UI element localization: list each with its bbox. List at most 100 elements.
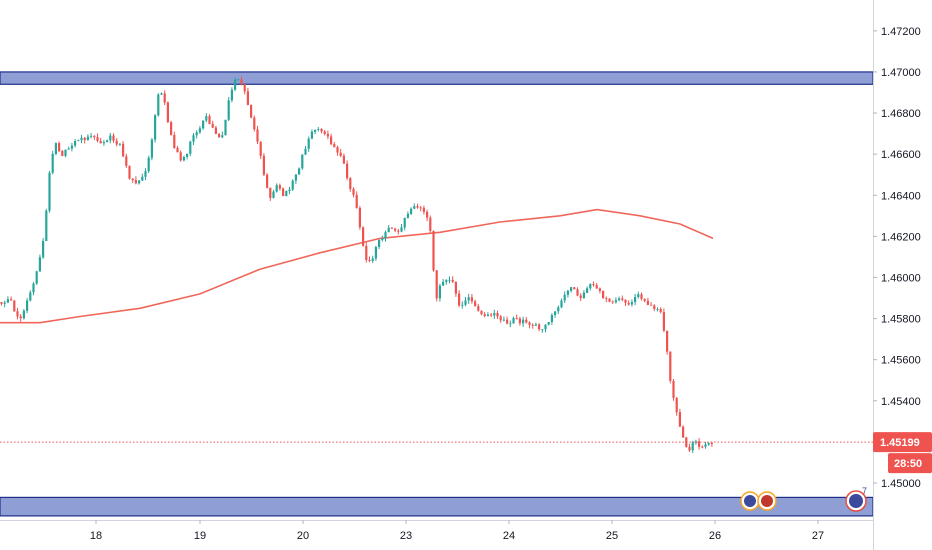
candle <box>666 330 669 355</box>
candle <box>451 276 454 283</box>
price-tick-label: 1.47000 <box>881 67 921 79</box>
candle <box>630 299 633 307</box>
candle <box>640 292 643 301</box>
candle-body <box>221 135 224 138</box>
candle <box>29 290 32 302</box>
candle-body <box>602 291 605 299</box>
candle-body <box>461 304 464 306</box>
candle <box>586 286 589 294</box>
time-tick-label: 20 <box>297 530 309 542</box>
candle <box>202 120 205 130</box>
candle <box>106 139 109 143</box>
candle-body <box>291 180 294 190</box>
candle-body <box>490 314 493 316</box>
candle-body <box>582 292 585 298</box>
candle-body <box>605 298 608 300</box>
candle-body <box>272 191 275 198</box>
candle-body <box>390 227 393 229</box>
candle-body <box>486 314 489 316</box>
candle <box>131 178 134 183</box>
candle-body <box>48 172 51 211</box>
candle <box>694 439 697 445</box>
candle <box>365 242 368 263</box>
candle-body <box>80 137 83 141</box>
candle-body <box>259 141 262 156</box>
candle <box>253 115 256 132</box>
candle-body <box>86 136 89 140</box>
candle-body <box>218 134 221 138</box>
price-tick-label: 1.45600 <box>881 355 921 367</box>
candle <box>499 315 502 323</box>
candle-body <box>246 91 249 105</box>
candle <box>259 141 262 159</box>
candle <box>515 314 518 320</box>
candle-body <box>518 318 521 324</box>
candle-body <box>506 319 509 324</box>
candle <box>416 203 419 209</box>
candle <box>205 113 208 123</box>
candle-body <box>326 134 329 137</box>
candle-body <box>22 310 25 319</box>
event-badge-flags[interactable] <box>740 491 777 511</box>
candle <box>653 304 656 312</box>
candle <box>234 77 237 92</box>
flag-icon <box>744 495 756 507</box>
candle <box>22 309 25 320</box>
candle-body <box>74 141 77 146</box>
candle <box>301 154 304 170</box>
candle <box>682 425 685 438</box>
candle <box>669 351 672 384</box>
candle <box>147 155 150 173</box>
candle-body <box>598 288 601 291</box>
candle <box>6 296 9 304</box>
candle <box>378 239 381 249</box>
candle-body <box>576 289 579 296</box>
candle-body <box>483 314 486 316</box>
candle <box>563 291 566 303</box>
candle-body <box>202 120 205 129</box>
candle-body <box>118 143 121 145</box>
candle-body <box>614 300 617 303</box>
candle <box>611 300 614 304</box>
price-tick-label: 1.46200 <box>881 231 921 243</box>
candle-body <box>320 129 323 132</box>
candle <box>518 316 521 326</box>
candle-body <box>378 239 381 247</box>
candle <box>122 141 125 157</box>
candle-body <box>314 129 317 132</box>
candle-body <box>666 330 669 352</box>
time-axis[interactable] <box>0 520 932 550</box>
candle-body <box>230 89 233 101</box>
candle <box>602 290 605 299</box>
candle <box>346 160 349 181</box>
candle-body <box>502 319 505 321</box>
candle <box>54 142 57 156</box>
candle-body <box>323 131 326 134</box>
candle <box>496 310 499 320</box>
candle-body <box>499 316 502 321</box>
event-badge-earnings[interactable]: 7 <box>845 486 867 512</box>
candle-body <box>627 302 630 305</box>
candle <box>189 140 192 157</box>
candle <box>595 282 598 289</box>
candle-body <box>304 148 307 155</box>
candle-body <box>42 241 45 258</box>
candle <box>224 119 227 136</box>
candle <box>83 137 86 144</box>
candle <box>250 104 253 119</box>
candle <box>429 215 432 233</box>
resistance-zone[interactable] <box>0 71 874 85</box>
current-price-tag[interactable] <box>873 432 932 453</box>
candle-body <box>90 135 93 137</box>
candle <box>397 228 400 235</box>
candle-body <box>662 312 665 331</box>
candle <box>304 146 307 155</box>
candle-body <box>640 294 643 299</box>
candle <box>285 190 288 197</box>
candle <box>38 254 41 272</box>
candle <box>403 217 406 231</box>
candle <box>534 322 537 326</box>
candle <box>688 443 691 452</box>
